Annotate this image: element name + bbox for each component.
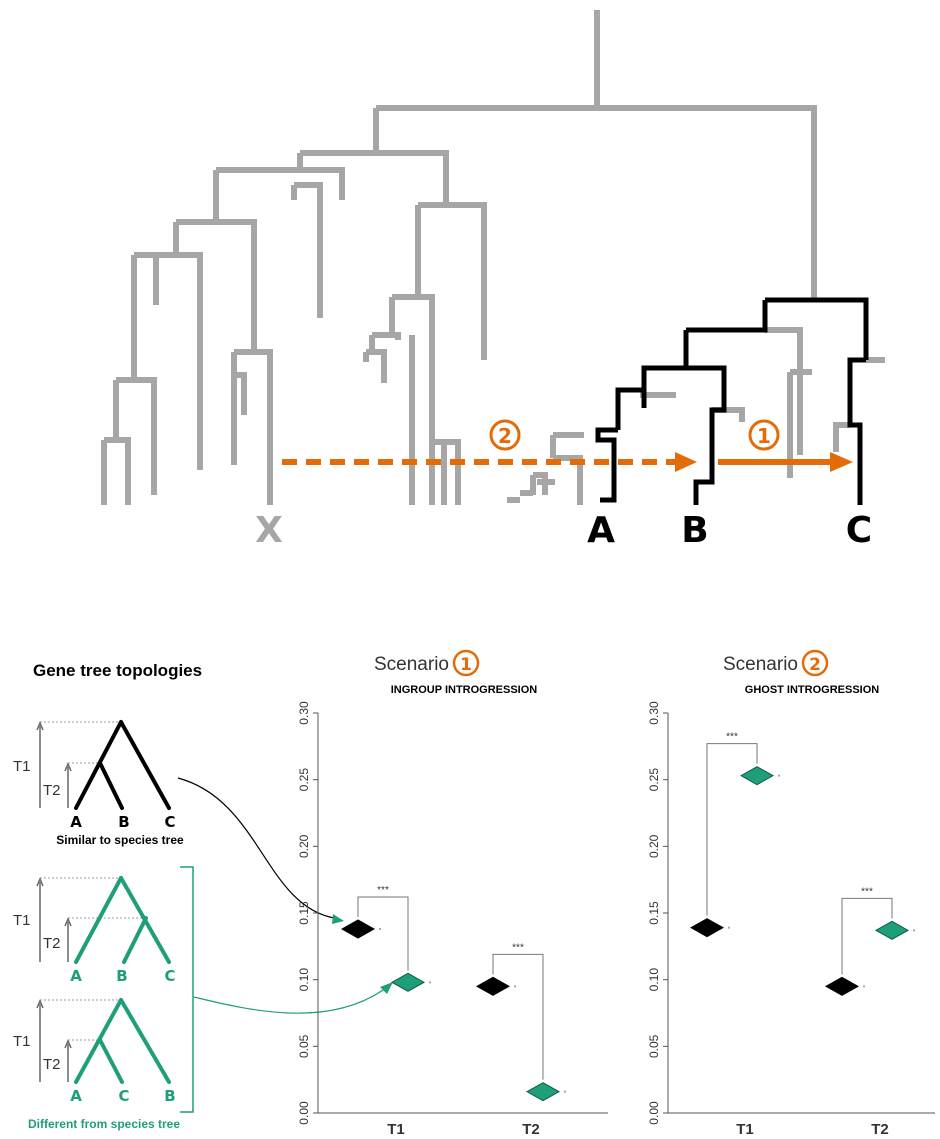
y-tick-label: 0.25: [647, 768, 661, 792]
leaf-label-c: C: [846, 510, 872, 551]
species-leaf-labels: X A B C: [255, 510, 872, 551]
data-point: [340, 919, 376, 939]
y-tick-label: 0.00: [647, 1101, 661, 1125]
different-topologies-bracket: [180, 866, 194, 1113]
gene-tree-different-2-t2: T2: [43, 1056, 61, 1073]
gene-tree-similar-leaf-3: C: [164, 813, 175, 831]
gene-tree-heading: Gene tree topologies: [33, 661, 202, 680]
scenario-one-title: Scenario: [374, 654, 449, 675]
data-point: [525, 1082, 561, 1102]
scenario-one-title-marker: 1: [460, 655, 472, 675]
scenario-one-chart: Scenario 1 Ingroup introgression 0.000.0…: [297, 649, 608, 1138]
gene-tree-different-1-t1: T1: [13, 912, 31, 929]
significance-bracket: [492, 953, 544, 1080]
black-species-branches: [595, 297, 869, 505]
significance-bracket: [706, 743, 758, 916]
data-point: [824, 976, 860, 996]
y-tick-label: 0.15: [297, 901, 311, 925]
x-tick-label: T2: [871, 1121, 889, 1138]
significance-label: ***: [726, 732, 738, 743]
scenario-two-subtitle: Ghost introgression: [745, 684, 880, 696]
y-tick-label: 0.10: [647, 968, 661, 992]
x-tick-label: T1: [387, 1121, 405, 1138]
significance-label: ***: [377, 885, 389, 896]
gene-tree-different-2-leaf-2: C: [118, 1087, 129, 1105]
scenario-one-marker: 1: [757, 424, 771, 448]
scenario-two-plot: 0.00 0.05 0.10 0.15 0.20 0.25 0.30 T1 T2 *** ***: [647, 701, 935, 1138]
leaf-label-a: A: [587, 510, 615, 551]
significance-label: ***: [512, 942, 524, 953]
significance-label: ***: [861, 886, 873, 897]
scenario-two-marker-circle: [489, 419, 521, 451]
gene-tree-similar-t1: T1: [13, 758, 31, 775]
scenario-two-title-marker: 2: [809, 655, 821, 675]
gene-tree-different-caption: Different from species tree: [28, 1117, 180, 1131]
gene-tree-different-2-leaf-3: B: [164, 1087, 175, 1105]
scenario-two-chart: Scenario 2 Ghost introgression 0.000.050…: [647, 649, 935, 1138]
connector-similar-head: [332, 914, 344, 924]
gene-tree-different-1-leaf-2: B: [116, 967, 127, 985]
gene-tree-different-1-leaf-3: C: [164, 967, 175, 985]
y-tick-label: 0.10: [297, 968, 311, 992]
gene-tree-different-2-leaf-1: A: [70, 1087, 82, 1105]
y-tick-label: 0.20: [647, 834, 661, 858]
scenario-one-marker-circle: [748, 419, 780, 451]
gene-tree-different-1-t2: T2: [43, 935, 61, 952]
y-tick-label: 0.25: [297, 768, 311, 792]
leaf-label-x: X: [255, 510, 283, 551]
y-tick-label: 0.00: [297, 1101, 311, 1125]
y-tick-label: 0.05: [297, 1034, 311, 1058]
x-tick-label: T2: [522, 1121, 540, 1138]
significance-bracket: [841, 897, 893, 975]
data-point: [390, 972, 426, 992]
y-tick-label: 0.30: [297, 701, 311, 725]
y-tick-label: 0.15: [647, 901, 661, 925]
introgression-arrows: 2 1: [282, 419, 853, 472]
gene-tree-similar: T1 T2 A B C Similar to species tree: [13, 720, 184, 847]
scenario-two-title-marker-circle: [801, 649, 829, 677]
gene-tree-similar-t2: T2: [43, 782, 61, 799]
scenario-one-title-marker-circle: [452, 649, 480, 677]
gene-tree-different-2-t1: T1: [13, 1033, 31, 1050]
gene-tree-similar-leaf-2: B: [118, 813, 129, 831]
data-point: [689, 918, 725, 938]
scenario-two-title: Scenario: [723, 654, 798, 675]
connector-arrows: [177, 777, 393, 1014]
gene-tree-different-1-leaf-1: A: [70, 967, 82, 985]
scenario-two-marker: 2: [498, 424, 512, 448]
gene-tree-similar-caption: Similar to species tree: [56, 833, 184, 847]
connector-different: [193, 987, 387, 1014]
connector-similar: [177, 777, 335, 919]
ingroup-arrowhead: [830, 452, 853, 472]
x-tick-label: T1: [736, 1121, 754, 1138]
y-tick-label: 0.20: [297, 834, 311, 858]
gene-tree-similar-leaf-1: A: [70, 813, 82, 831]
data-point: [739, 766, 775, 786]
connector-different-head: [380, 982, 393, 994]
y-tick-label: 0.05: [647, 1034, 661, 1058]
data-point: [874, 920, 910, 940]
y-tick-label: 0.30: [647, 701, 661, 725]
scenario-one-plot: 0.00 0.05 0.10 0.15 0.20 0.25 0.30 T1 T2 *** ***: [297, 701, 608, 1138]
grey-background-branches: [101, 10, 885, 505]
gene-tree-different-2: T1 T2 A C B: [13, 998, 176, 1105]
ghost-arrowhead: [675, 452, 697, 472]
species-tree: [101, 10, 885, 505]
gene-tree-different-1: T1 T2 A B C: [13, 876, 176, 985]
scenario-one-subtitle: Ingroup introgression: [391, 684, 538, 696]
data-point: [475, 976, 511, 996]
significance-bracket: [357, 896, 409, 971]
leaf-label-b: B: [681, 510, 708, 551]
